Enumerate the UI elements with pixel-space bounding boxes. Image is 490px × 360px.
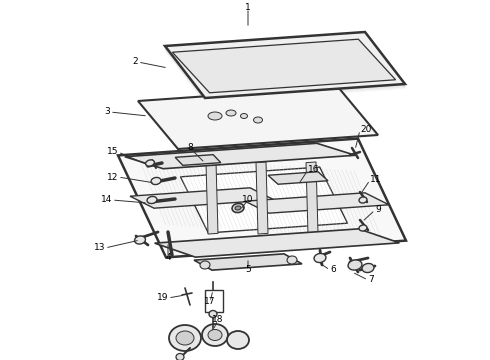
Ellipse shape: [146, 160, 154, 166]
Text: 17: 17: [204, 297, 216, 306]
Ellipse shape: [209, 310, 217, 318]
Polygon shape: [180, 167, 347, 233]
Ellipse shape: [362, 264, 374, 273]
Text: 1: 1: [245, 4, 251, 13]
Ellipse shape: [169, 325, 201, 351]
Text: 18: 18: [212, 315, 224, 324]
Ellipse shape: [202, 324, 228, 346]
Text: 3: 3: [104, 108, 110, 117]
Polygon shape: [125, 143, 355, 169]
Ellipse shape: [226, 110, 236, 116]
Text: 5: 5: [245, 266, 251, 274]
Text: 10: 10: [242, 195, 254, 204]
Polygon shape: [245, 193, 389, 213]
Text: 8: 8: [187, 144, 193, 153]
Polygon shape: [306, 162, 318, 234]
Ellipse shape: [151, 177, 161, 185]
Polygon shape: [256, 162, 268, 234]
Text: 9: 9: [375, 206, 381, 215]
Ellipse shape: [359, 197, 367, 203]
Polygon shape: [138, 87, 378, 149]
Text: 4: 4: [165, 253, 171, 262]
Ellipse shape: [208, 329, 222, 341]
Ellipse shape: [208, 112, 222, 120]
Text: 7: 7: [368, 275, 374, 284]
Ellipse shape: [235, 206, 241, 210]
Polygon shape: [118, 139, 406, 257]
Text: 11: 11: [370, 175, 382, 184]
Polygon shape: [165, 32, 405, 98]
Polygon shape: [194, 254, 302, 270]
Text: 14: 14: [100, 195, 112, 204]
Text: 12: 12: [107, 172, 118, 181]
Ellipse shape: [359, 225, 367, 231]
Polygon shape: [268, 172, 328, 184]
Ellipse shape: [314, 253, 326, 262]
Text: 13: 13: [94, 243, 105, 252]
Polygon shape: [155, 229, 399, 257]
Polygon shape: [175, 155, 221, 165]
Text: 20: 20: [360, 126, 371, 135]
Ellipse shape: [135, 236, 146, 244]
Ellipse shape: [176, 331, 194, 345]
Ellipse shape: [241, 113, 247, 118]
Ellipse shape: [227, 331, 249, 349]
Ellipse shape: [200, 261, 210, 269]
Text: 6: 6: [330, 266, 336, 274]
Text: 16: 16: [308, 166, 319, 175]
Ellipse shape: [232, 203, 244, 212]
Ellipse shape: [287, 256, 297, 264]
Polygon shape: [172, 39, 395, 93]
Ellipse shape: [176, 354, 184, 360]
Text: 19: 19: [156, 293, 168, 302]
Bar: [205, 290, 223, 312]
Polygon shape: [130, 188, 274, 208]
Text: 2: 2: [132, 58, 138, 67]
Text: 15: 15: [106, 148, 118, 157]
Ellipse shape: [147, 197, 157, 203]
Ellipse shape: [348, 260, 362, 270]
Ellipse shape: [253, 117, 263, 123]
Polygon shape: [206, 162, 218, 234]
